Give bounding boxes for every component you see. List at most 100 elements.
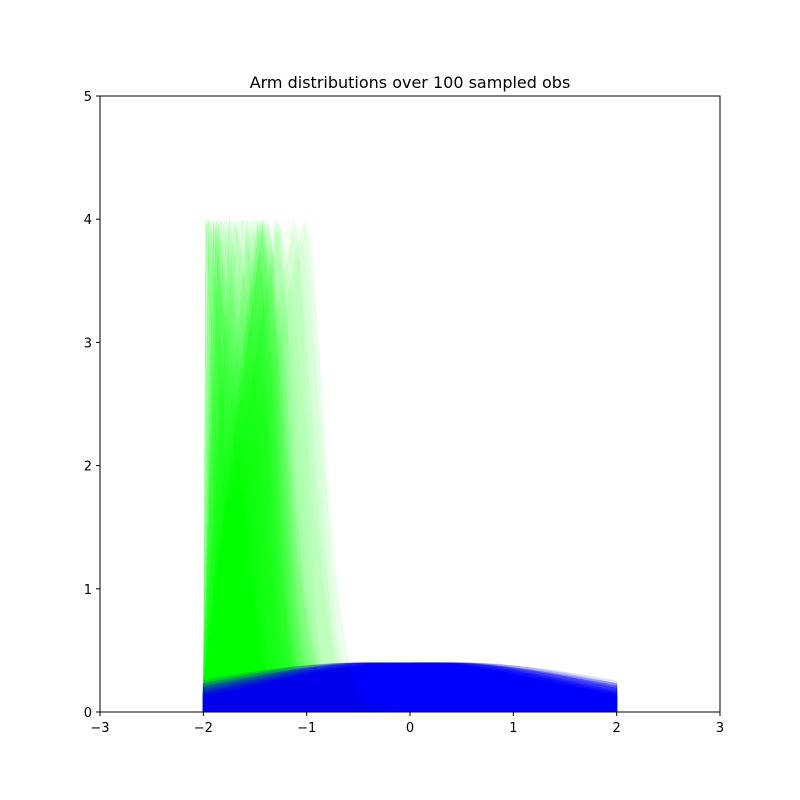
green-arm-curve	[202, 220, 617, 712]
x-tick-label: 2	[613, 721, 621, 736]
blue-arm-curve	[202, 662, 618, 712]
blue-arm-curve	[202, 662, 618, 712]
blue-arm-curve	[202, 662, 618, 712]
green-arm-curve	[202, 221, 617, 712]
blue-arm-curve	[202, 662, 618, 712]
blue-arm-curve	[202, 662, 618, 712]
green-arm-curve	[202, 219, 617, 712]
blue-arm-curve	[202, 662, 618, 712]
blue-arm-curve	[202, 662, 618, 712]
blue-arm-curve	[202, 662, 618, 712]
plot-area	[202, 217, 618, 712]
green-arm-curve	[202, 226, 617, 712]
blue-arm-curve	[202, 662, 618, 712]
green-arm-curve	[202, 217, 617, 712]
blue-arm-curve	[202, 662, 618, 712]
x-tick-label: 3	[716, 721, 724, 736]
y-tick-label: 5	[84, 90, 92, 105]
blue-arm-curve	[202, 662, 618, 712]
green-arm-curve	[202, 225, 617, 712]
green-arm-curve	[202, 227, 617, 712]
blue-arm-curve	[202, 662, 618, 712]
blue-arm-curve	[202, 662, 618, 712]
blue-arm-curve	[202, 662, 618, 712]
green-arm-curve	[202, 220, 617, 712]
green-arm-curve	[202, 224, 617, 712]
y-tick-label: 2	[84, 460, 92, 475]
blue-arm-curve	[202, 662, 618, 712]
blue-arm-curve	[202, 662, 618, 712]
blue-arm-curve	[202, 662, 618, 712]
blue-arm-curve	[202, 662, 618, 712]
green-arm-curve	[202, 220, 617, 712]
green-arm-curve	[202, 220, 617, 712]
blue-arm-curve	[202, 662, 618, 712]
green-arm-curve	[202, 220, 617, 712]
blue-arm-curve	[202, 662, 618, 712]
green-arm-curve	[202, 219, 617, 712]
green-arm-curve	[202, 222, 617, 712]
blue-arm-curve	[202, 662, 618, 712]
green-arm-curve	[202, 220, 617, 712]
green-arm-curve	[202, 220, 617, 712]
blue-arm-curve	[202, 662, 618, 712]
blue-arm-curve	[202, 662, 618, 712]
green-arm-curve	[202, 217, 617, 712]
green-arm-curve	[202, 218, 617, 712]
blue-arm-curve	[202, 662, 618, 712]
x-tick-label: −1	[297, 721, 316, 736]
green-arm-curve	[202, 219, 617, 712]
green-arm-curve	[202, 217, 617, 712]
blue-arm-curve	[202, 662, 618, 712]
green-arm-curve	[202, 217, 617, 712]
blue-arm-curve	[202, 662, 618, 712]
blue-arm-curve	[202, 662, 618, 712]
blue-arm-curve	[202, 662, 618, 712]
blue-arm-curve	[202, 662, 618, 712]
green-arm-curve	[202, 218, 617, 712]
green-arm-curve	[202, 218, 617, 712]
green-arm-curve	[202, 219, 617, 712]
blue-arm-curve	[202, 662, 618, 712]
blue-arm-curve	[202, 662, 618, 712]
green-arm-curve	[202, 220, 617, 712]
blue-arm-curve	[202, 662, 618, 712]
green-arm-curve	[202, 219, 617, 712]
green-arm-curve	[202, 222, 617, 712]
blue-arm-curve	[202, 662, 618, 712]
green-arm-curve	[202, 220, 617, 712]
blue-arm-curve	[202, 662, 618, 712]
blue-arm-curve	[202, 662, 618, 712]
blue-arm-curve	[202, 662, 618, 712]
blue-arm-curve	[202, 662, 618, 712]
blue-arm-curve	[202, 662, 618, 712]
green-arm-curve	[202, 219, 617, 712]
green-arm-curve	[202, 221, 617, 712]
y-tick-label: 3	[84, 336, 92, 351]
green-arm-curve	[202, 222, 617, 712]
blue-arm-curve	[202, 662, 618, 712]
green-arm-curve	[202, 225, 617, 712]
green-arm-curve	[202, 220, 617, 712]
blue-arm-curve	[202, 662, 618, 712]
green-arm-curve	[202, 223, 617, 712]
blue-arm-curve	[202, 662, 618, 712]
blue-arm-curve	[202, 662, 618, 712]
x-tick-label: 0	[406, 721, 414, 736]
blue-arm-curve	[202, 662, 618, 712]
blue-arm-curve	[202, 662, 618, 712]
y-tick-label: 4	[84, 213, 92, 228]
blue-arm-curve	[202, 662, 618, 712]
blue-arm-curve	[202, 662, 618, 712]
blue-arm-curve	[202, 662, 618, 712]
blue-arm-curve	[202, 662, 618, 712]
blue-arm-curve	[202, 662, 618, 712]
blue-arm-curve	[202, 662, 618, 712]
blue-arm-curve	[202, 662, 618, 712]
green-arm-curve	[202, 228, 617, 712]
green-arm-curve	[202, 220, 617, 712]
green-arm-curve	[202, 222, 617, 712]
green-arm-curve	[202, 217, 617, 712]
blue-arm-curve	[202, 662, 618, 712]
